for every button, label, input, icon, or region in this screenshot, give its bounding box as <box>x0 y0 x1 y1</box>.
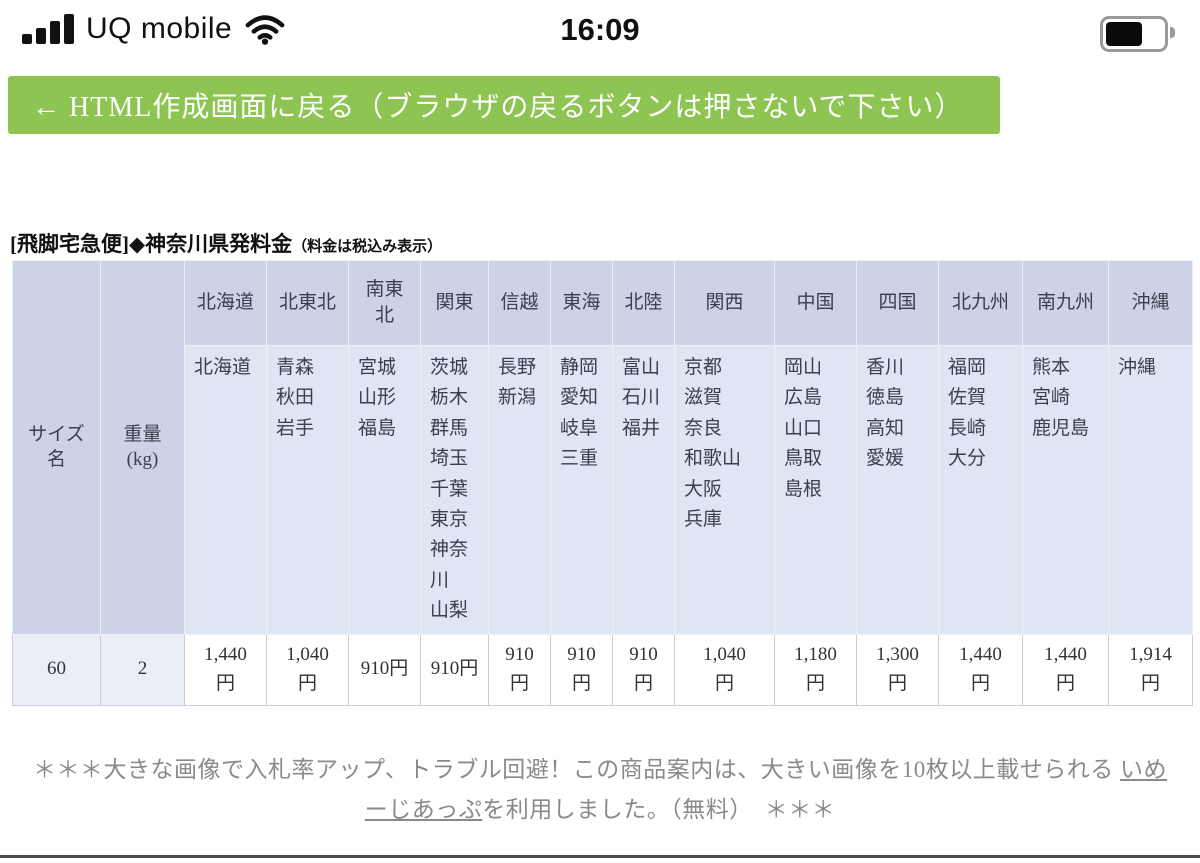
carrier-label: UQ mobile <box>86 12 233 45</box>
promo-note-text: を利用しました。（無料） ＊＊＊ <box>482 797 836 823</box>
prefecture-list: 岡山 広島 山口 鳥取 島根 <box>774 345 857 635</box>
price-cell: 1,040 円 <box>674 633 775 706</box>
price-cell: 910 円 <box>488 633 551 706</box>
price-cell: 1,914 円 <box>1108 633 1193 706</box>
region-header: 沖縄 <box>1108 260 1193 346</box>
region-header: 北陸 <box>612 260 675 346</box>
signal-icon <box>22 14 74 44</box>
region-header: 関東 <box>420 260 489 346</box>
region-header: 北東北 <box>266 260 349 346</box>
imageup-link[interactable]: ーじあっぷ <box>364 797 483 823</box>
shipping-rate-table: サイズ 名 重量 (kg) 北海道 北東北 南東 北 関東 信越 東海 北陸 関… <box>12 260 1193 706</box>
prefecture-list: 沖縄 <box>1108 345 1193 635</box>
price-cell: 1,300 円 <box>856 633 939 706</box>
prefecture-list: 青森 秋田 岩手 <box>266 345 349 635</box>
prefecture-list: 富山 石川 福井 <box>612 345 675 635</box>
region-header: 関西 <box>674 260 775 346</box>
price-cell: 1,440 円 <box>938 633 1023 706</box>
price-cell: 1,040 円 <box>266 633 349 706</box>
bottom-divider <box>0 855 1200 858</box>
promo-note-text: ＊＊＊大きな画像で入札率アップ、トラブル回避！この商品案内は、大きい画像を10枚… <box>32 757 1121 782</box>
region-header: 東海 <box>550 260 613 346</box>
prefecture-list: 宮城 山形 福島 <box>348 345 421 635</box>
region-header: 南東 北 <box>348 260 421 346</box>
weight-column-header: 重量 (kg) <box>100 260 185 635</box>
region-header: 中国 <box>774 260 857 346</box>
status-bar: UQ mobile 16:09 <box>0 0 1200 66</box>
price-cell: 910 円 <box>612 633 675 706</box>
promo-note-line2: ーじあっぷを利用しました。（無料） ＊＊＊ <box>0 790 1200 830</box>
price-cell: 910円 <box>348 633 421 706</box>
table-title-note: （料金は税込み表示） <box>292 239 443 255</box>
battery-icon <box>1100 16 1175 52</box>
back-to-editor-banner-button[interactable]: ← HTML作成画面に戻る（ブラウザの戻るボタンは押さないで下さい） <box>8 76 1000 134</box>
prefecture-list: 熊本 宮崎 鹿児島 <box>1022 345 1109 635</box>
imageup-link[interactable]: いめ <box>1120 757 1168 782</box>
prefecture-list: 茨城 栃木 群馬 埼玉 千葉 東京 神奈 川 山梨 <box>420 345 489 635</box>
size-column-header: サイズ 名 <box>12 260 101 635</box>
prefecture-list: 長野 新潟 <box>488 345 551 635</box>
region-header: 信越 <box>488 260 551 346</box>
prefecture-list: 静岡 愛知 岐阜 三重 <box>550 345 613 635</box>
price-cell: 910 円 <box>550 633 613 706</box>
price-cell: 1,440 円 <box>184 633 267 706</box>
price-cell: 910円 <box>420 633 489 706</box>
region-header: 北九州 <box>938 260 1023 346</box>
price-cell: 1,180 円 <box>774 633 857 706</box>
prefecture-list: 福岡 佐賀 長崎 大分 <box>938 345 1023 635</box>
prefecture-list: 京都 滋賀 奈良 和歌山 大阪 兵庫 <box>674 345 775 635</box>
region-header: 四国 <box>856 260 939 346</box>
time-label: 16:09 <box>560 12 640 47</box>
size-value: 60 <box>12 633 101 706</box>
prefecture-list: 北海道 <box>184 345 267 635</box>
promo-note: ＊＊＊大きな画像で入札率アップ、トラブル回避！この商品案内は、大きい画像を10枚… <box>0 750 1200 831</box>
region-header: 北海道 <box>184 260 267 346</box>
table-title-text: [飛脚宅急便]◆神奈川県発料金 <box>10 232 293 256</box>
region-header: 南九州 <box>1022 260 1109 346</box>
price-cell: 1,440 円 <box>1022 633 1109 706</box>
page-title: [飛脚宅急便]◆神奈川県発料金（料金は税込み表示） <box>10 228 442 258</box>
promo-note-line1: ＊＊＊大きな画像で入札率アップ、トラブル回避！この商品案内は、大きい画像を10枚… <box>0 750 1200 790</box>
prefecture-list: 香川 徳島 高知 愛媛 <box>856 345 939 635</box>
weight-value: 2 <box>100 633 185 706</box>
wifi-icon <box>245 15 285 45</box>
